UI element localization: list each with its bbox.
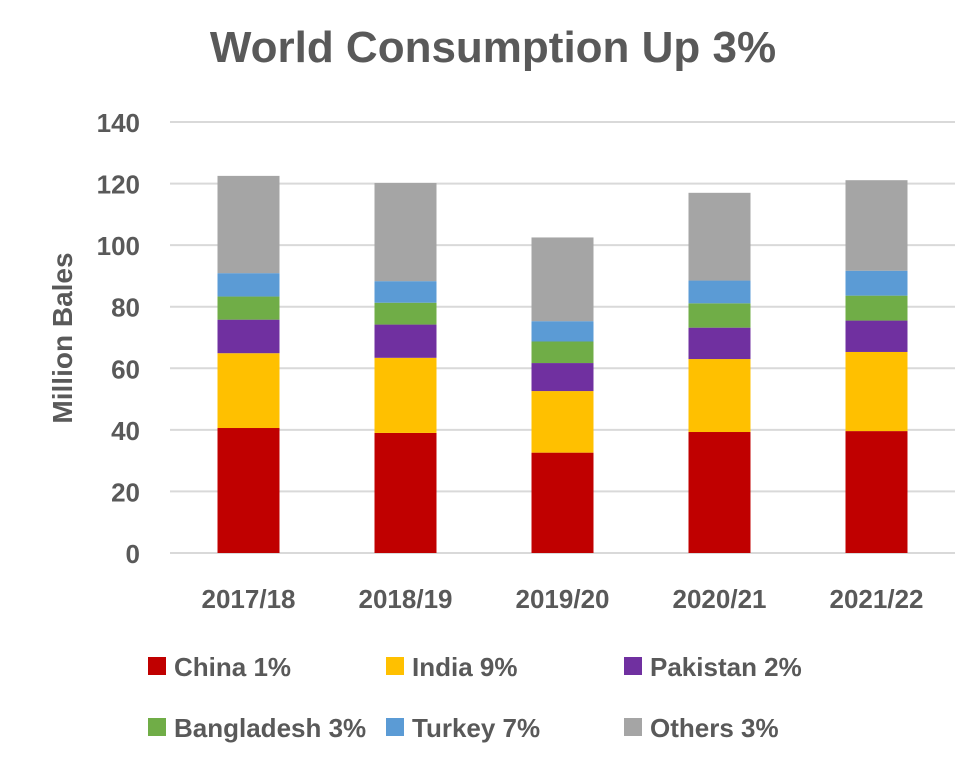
bar-segment-china [217,428,280,553]
legend-label: China 1% [174,652,291,682]
bar-segment-india [217,353,280,429]
x-tick-label: 2021/22 [830,584,924,614]
x-tick-label: 2017/18 [202,584,296,614]
x-tick-label: 2019/20 [516,584,610,614]
bar-segment-turkey [374,281,437,303]
y-tick-label: 60 [111,354,140,384]
bar-segment-turkey [688,280,751,304]
bar-segment-bangladesh [688,303,751,328]
bar-segment-bangladesh [374,302,437,325]
bar-segment-turkey [845,270,908,296]
legend-label: Turkey 7% [412,713,540,743]
bar-segment-bangladesh [531,341,594,364]
bar-segment-bangladesh [845,295,908,321]
bar-segment-pakistan [688,327,751,360]
legend-swatch [386,657,404,675]
bar-segment-india [374,357,437,433]
bar-segment-pakistan [374,324,437,358]
bar-segment-india [688,359,751,433]
legend-item: China 1% [148,652,291,682]
y-tick-label: 80 [111,293,140,323]
y-tick-label: 140 [97,108,140,138]
legend-swatch [148,657,166,675]
legend-item: Pakistan 2% [624,652,802,682]
legend-label: Others 3% [650,713,779,743]
y-tick-label: 0 [126,539,140,569]
bar-segment-others [845,180,908,271]
bar-segment-china [688,432,751,553]
bar-segment-bangladesh [217,296,280,320]
bar-segment-others [217,175,280,274]
x-tick-label: 2020/21 [673,584,767,614]
y-tick-label: 40 [111,416,140,446]
bar-segment-pakistan [217,319,280,354]
legend-swatch [624,657,642,675]
legend-swatch [624,718,642,736]
legend-label: Pakistan 2% [650,652,802,682]
bar-segment-turkey [217,273,280,297]
bar-segment-pakistan [845,320,908,352]
legend-label: Bangladesh 3% [174,713,366,743]
legend-swatch [148,718,166,736]
bar-segment-others [374,182,437,282]
y-tick-label: 20 [111,477,140,507]
bar-segment-india [531,391,594,453]
legend-item: India 9% [386,652,517,682]
legend-item: Others 3% [624,713,779,743]
legend-item: Turkey 7% [386,713,540,743]
chart-title: World Consumption Up 3% [210,23,776,72]
bar-segment-pakistan [531,363,594,392]
y-tick-label: 120 [97,170,140,200]
legend-label: India 9% [412,652,517,682]
x-tick-label: 2018/19 [359,584,453,614]
bar-segment-turkey [531,321,594,342]
bar-segment-india [845,351,908,432]
legend-swatch [386,718,404,736]
legend-item: Bangladesh 3% [148,713,366,743]
bar-segment-others [688,192,751,281]
bar-segment-china [374,432,437,553]
y-axis-label: Million Bales [47,252,78,423]
bar-segment-others [531,237,594,322]
bar-segment-china [531,452,594,553]
y-tick-label: 100 [97,231,140,261]
bar-segment-china [845,431,908,553]
